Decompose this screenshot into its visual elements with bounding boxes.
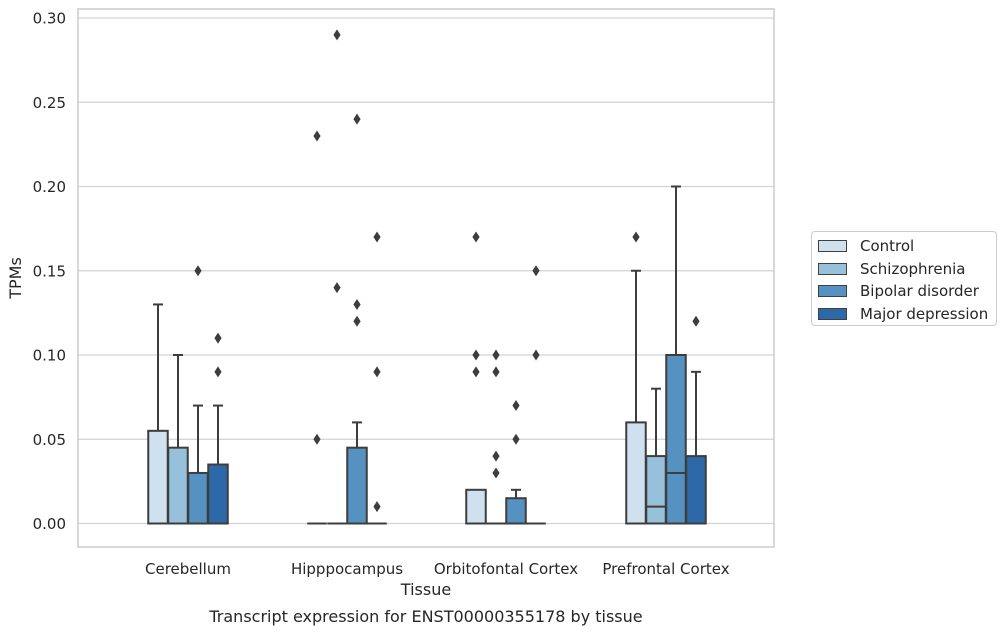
legend-swatch [818,307,847,320]
legend-item-control: Control [818,235,996,258]
outlier-point [353,315,361,327]
outlier-point [333,29,341,41]
box-control [465,488,487,525]
y-tick-label: 0.00 [33,515,66,533]
outlier-point [492,349,500,361]
legend-label: Schizophrenia [860,259,966,278]
y-tick-label: 0.05 [33,431,66,449]
box-bipolar-disorder [505,488,527,525]
box-major-depression [685,370,707,525]
outlier-point [532,265,540,277]
x-tick-label: Orbitofontal Cortex [434,560,578,578]
legend-swatch [818,285,847,298]
box-control [147,303,169,525]
x-axis-title: Tissue [400,580,451,599]
outlier-point [532,349,540,361]
box [505,497,527,525]
y-tick-label: 0.25 [33,94,66,112]
legend-label: Bipolar disorder [860,282,979,301]
box-bipolar-disorder [665,185,687,525]
y-axis-title: TPMs [6,257,25,300]
outlier-point [472,231,480,243]
box-schizophrenia [645,387,667,525]
y-tick-label: 0.30 [33,10,66,28]
box [645,455,667,525]
outlier-point [512,433,520,445]
box [147,429,169,525]
outlier-point [313,130,321,142]
outlier-point [492,366,500,378]
box-bipolar-disorder [187,404,209,525]
x-tick-labels: Cerebellum Hipppocampus Orbitofontal Corte… [145,560,730,578]
legend: Control Schizophrenia Bipolar disorder M… [811,231,997,326]
box [207,463,229,525]
legend-swatch [818,262,847,275]
legend-item-schizophrenia: Schizophrenia [818,258,996,281]
legend-item-major-depression: Major depression [818,303,996,326]
outlier-point [353,298,361,310]
box-control [625,269,647,525]
outlier-point [373,231,381,243]
plot-frame [77,8,775,548]
outlier-point [492,450,500,462]
outlier-point [214,332,222,344]
outlier-point [692,315,700,327]
box-series [147,185,707,525]
legend-item-bipolar-disorder: Bipolar disorder [818,280,996,303]
legend-label: Major depression [860,304,989,323]
box [685,455,707,525]
outlier-points [194,29,700,513]
box [665,354,687,525]
legend-label: Control [860,237,915,256]
box [167,446,189,525]
box-major-depression [207,404,229,525]
outlier-point [632,231,640,243]
y-tick-labels: 0.00 0.05 0.10 0.15 0.20 0.25 0.30 [33,10,66,534]
outlier-point [472,366,480,378]
y-tick-label: 0.15 [33,262,66,280]
box [187,471,209,525]
y-tick-label: 0.10 [33,347,66,365]
x-tick-label: Hipppocampus [291,560,403,578]
legend-swatch [818,240,847,253]
gridlines [78,17,774,525]
outlier-point [373,501,381,513]
x-tick-label: Prefrontal Cortex [602,560,729,578]
outlier-point [353,113,361,125]
chart-title: Transcript expression for ENST0000035517… [208,607,642,626]
outlier-point [512,400,520,412]
outlier-point [313,433,321,445]
outlier-point [373,366,381,378]
y-tick-label: 0.20 [33,178,66,196]
outlier-point [492,467,500,479]
outlier-point [214,366,222,378]
box-bipolar-disorder [346,421,368,525]
outlier-point [472,349,480,361]
outlier-point [333,282,341,294]
box [346,446,368,525]
box [465,488,487,525]
outlier-point [194,265,202,277]
box [625,421,647,525]
x-tick-label: Cerebellum [145,560,231,578]
